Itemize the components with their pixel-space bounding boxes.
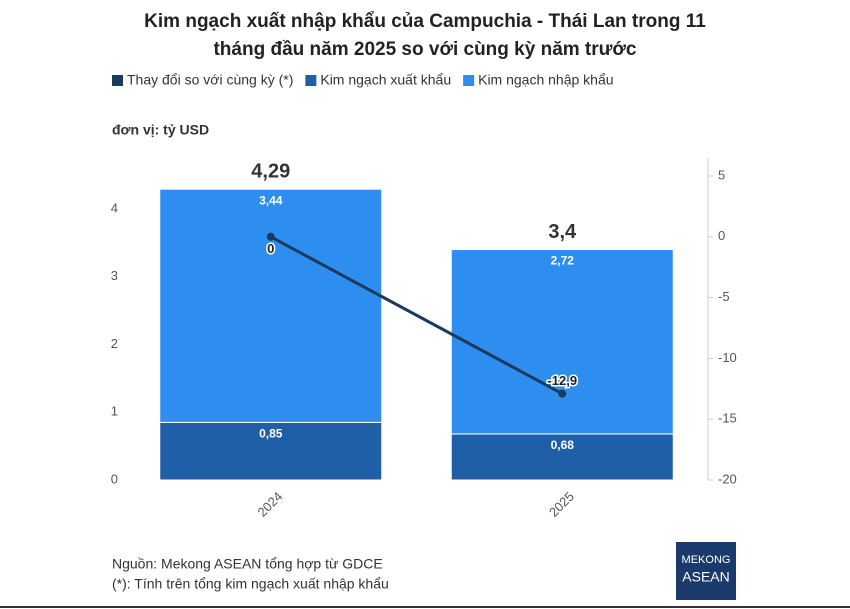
line-point: [266, 232, 275, 241]
logo-text: MEKONG: [682, 554, 731, 566]
y2-tick-label: -20: [718, 471, 737, 486]
y-tick-label: 0: [111, 471, 118, 486]
line-value-label: -12,9: [547, 373, 577, 388]
source: Nguồn: Mekong ASEAN tổng hợp từ GDCE: [112, 556, 383, 572]
bar: [159, 188, 383, 423]
y-tick-label: 3: [111, 268, 118, 283]
legend-label: Kim ngạch xuất khẩu: [320, 72, 451, 88]
bar-value-label: 3,44: [259, 193, 283, 207]
legend-label: Thay đổi so với cùng kỳ (*): [127, 72, 293, 88]
legend-swatch: [305, 75, 317, 86]
total-label: 4,29: [251, 160, 290, 182]
chart-title: Kim ngạch xuất nhập khẩu của Campuchia -…: [144, 11, 706, 60]
y2-tick-label: -10: [718, 350, 737, 365]
logo-text: ASEAN: [682, 569, 729, 585]
x-tick-label: 2025: [546, 489, 577, 520]
y2-tick-label: 5: [718, 167, 725, 182]
bar: [450, 249, 674, 435]
y2-tick-label: -5: [718, 289, 730, 304]
y2-tick-label: 0: [718, 228, 725, 243]
line: [270, 235, 563, 395]
legend-swatch: [112, 75, 123, 86]
bar-value-label: 2,72: [551, 254, 575, 268]
logo: [676, 542, 736, 600]
bar-value-label: 0,68: [551, 438, 575, 452]
y-axis-label: đơn vị: tỷ USD: [112, 122, 209, 138]
y-tick-label: 1: [111, 404, 118, 419]
bar: [159, 421, 383, 481]
x-tick-label: 2024: [254, 489, 285, 520]
legend-label: Kim ngạch nhập khẩu: [478, 72, 613, 88]
y-tick-label: 2: [111, 336, 118, 351]
y2-tick-label: -15: [718, 411, 737, 426]
bar-value-label: 0,85: [259, 427, 283, 441]
total-label: 3,4: [548, 221, 577, 243]
line-point: [558, 389, 567, 398]
line-value-label: 0: [267, 241, 274, 256]
y-tick-label: 4: [111, 200, 118, 215]
legend-swatch: [463, 75, 475, 86]
bar: [450, 433, 674, 481]
note: (*): Tính trên tổng kim ngạch xuất nhập …: [112, 576, 389, 592]
